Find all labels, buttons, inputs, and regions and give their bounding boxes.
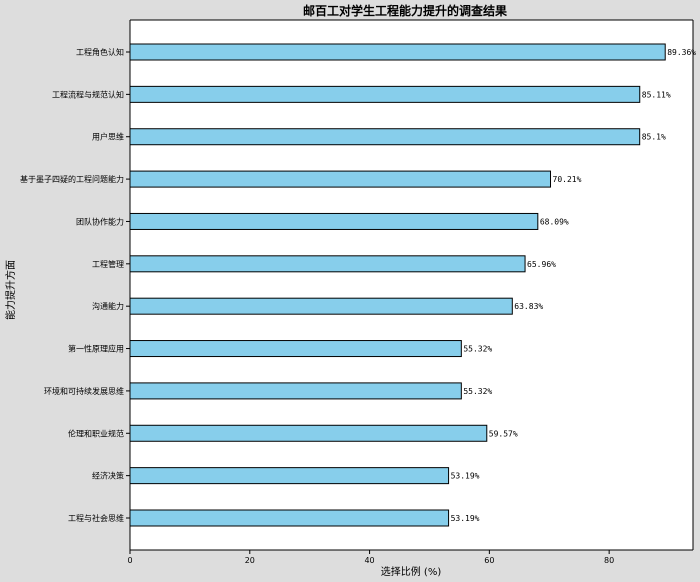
category-label: 用户思维 xyxy=(92,132,124,142)
value-label: 55.32% xyxy=(463,345,492,354)
category-labels: 工程角色认知工程流程与规范认知用户思维基于墨子四疑的工程问题能力团队协作能力工程… xyxy=(20,47,130,523)
category-label: 团队协作能力 xyxy=(76,216,124,226)
bar xyxy=(129,509,450,527)
bar xyxy=(129,85,641,103)
bar xyxy=(129,424,488,442)
category-label: 基于墨子四疑的工程问题能力 xyxy=(20,174,124,184)
plot-area xyxy=(130,20,693,550)
x-axis-ticks: 0 20 40 60 80 xyxy=(127,550,614,565)
x-tick-label: 80 xyxy=(604,556,614,565)
chart-title: 邮百工对学生工程能力提升的调查结果 xyxy=(303,3,507,18)
value-label: 63.83% xyxy=(514,302,543,311)
value-label: 59.57% xyxy=(489,429,518,438)
x-axis-label: 选择比例 (%) xyxy=(381,565,442,578)
bar xyxy=(129,382,462,400)
category-label: 工程流程与规范认知 xyxy=(52,89,124,99)
category-label: 工程管理 xyxy=(92,259,124,269)
bar xyxy=(129,170,552,188)
value-labels: 89.36% 85.11% 85.1% 70.21% 68.09% 65.96% 63.83… xyxy=(451,48,697,523)
category-label: 第一性原理应用 xyxy=(68,344,124,354)
value-label: 85.11% xyxy=(642,90,671,99)
category-label: 经济决策 xyxy=(92,471,124,481)
value-label: 53.19% xyxy=(451,472,480,481)
x-tick-label: 60 xyxy=(484,556,494,565)
bar xyxy=(129,43,666,61)
category-label: 工程与社会思维 xyxy=(68,513,124,523)
x-tick-label: 0 xyxy=(127,556,132,565)
value-label: 68.09% xyxy=(540,217,569,226)
value-label: 70.21% xyxy=(553,175,582,184)
value-label: 85.1% xyxy=(642,133,666,142)
bar xyxy=(129,128,641,146)
value-label: 53.19% xyxy=(451,514,480,523)
bar xyxy=(129,297,513,315)
value-label: 55.32% xyxy=(463,387,492,396)
category-label: 沟通能力 xyxy=(92,301,124,311)
value-label: 89.36% xyxy=(667,48,696,57)
x-tick-label: 20 xyxy=(245,556,255,565)
y-axis-label: 能力提升方面 xyxy=(4,260,17,320)
bar xyxy=(129,255,526,273)
category-label: 伦理和职业规范 xyxy=(68,428,124,438)
category-label: 工程角色认知 xyxy=(76,47,124,57)
bar xyxy=(129,467,450,485)
x-tick-label: 40 xyxy=(364,556,374,565)
value-label: 65.96% xyxy=(527,260,556,269)
bar xyxy=(129,340,462,358)
category-label: 环境和可持续发展思维 xyxy=(44,386,124,396)
bar xyxy=(129,212,539,230)
